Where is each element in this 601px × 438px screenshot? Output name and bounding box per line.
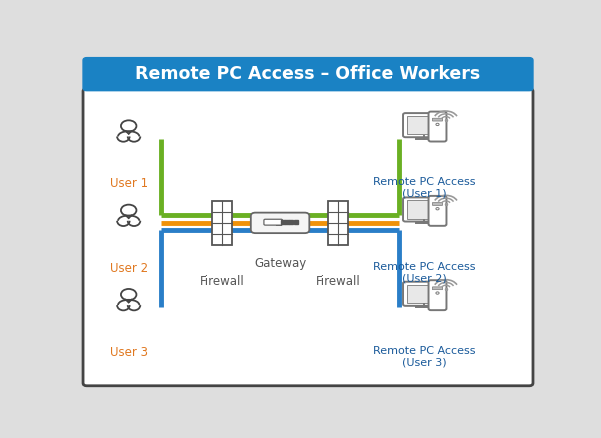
FancyBboxPatch shape [251,212,310,233]
FancyBboxPatch shape [83,58,533,91]
Bar [328,212,338,223]
Bar [222,201,232,212]
FancyBboxPatch shape [432,202,442,205]
Text: Remote PC Access
(User 1): Remote PC Access (User 1) [373,177,476,199]
FancyBboxPatch shape [264,219,282,225]
Bar [212,234,222,245]
Text: Gateway: Gateway [254,257,306,270]
FancyBboxPatch shape [429,280,447,310]
Bar [222,223,232,234]
Text: User 2: User 2 [109,261,148,275]
FancyBboxPatch shape [403,113,444,137]
FancyBboxPatch shape [407,285,441,303]
FancyBboxPatch shape [403,198,444,222]
Text: Remote PC Access – Office Workers: Remote PC Access – Office Workers [135,65,481,83]
Bar [328,201,349,245]
FancyBboxPatch shape [407,200,441,219]
FancyBboxPatch shape [429,112,447,141]
FancyBboxPatch shape [429,196,447,226]
Text: Remote PC Access
(User 2): Remote PC Access (User 2) [373,261,476,283]
FancyBboxPatch shape [403,282,444,306]
Text: Remote PC Access
(User 3): Remote PC Access (User 3) [373,346,476,367]
Bar [328,234,338,245]
FancyBboxPatch shape [83,88,533,386]
FancyBboxPatch shape [432,287,442,290]
Text: User 3: User 3 [110,346,148,359]
FancyBboxPatch shape [432,118,442,121]
Text: Firewall: Firewall [200,275,244,288]
Bar [212,212,222,223]
FancyBboxPatch shape [407,116,441,134]
Bar [338,223,349,234]
Text: Firewall: Firewall [316,275,361,288]
Bar [338,201,349,212]
Text: User 1: User 1 [109,177,148,191]
Bar [212,201,232,245]
